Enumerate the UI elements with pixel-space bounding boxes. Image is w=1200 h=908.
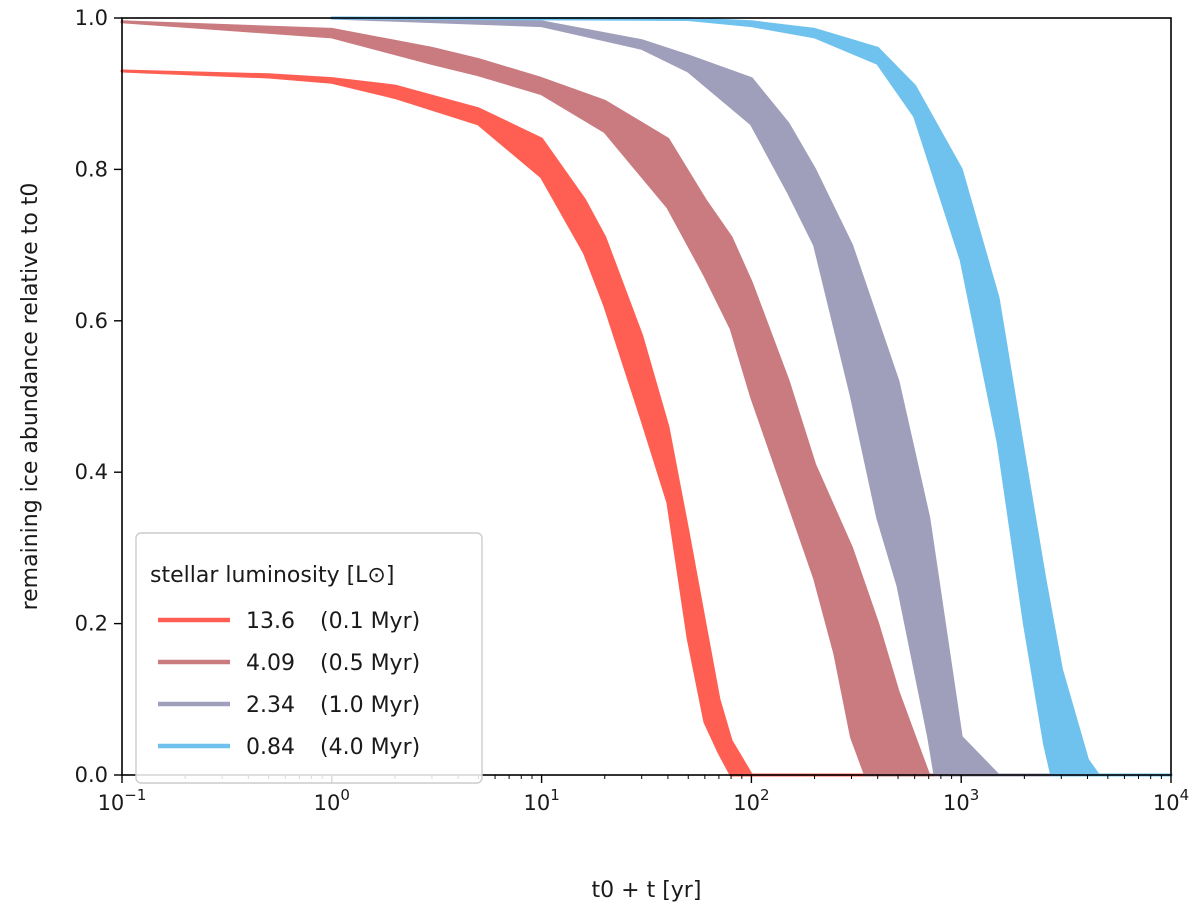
y-tick-label: 0.8	[75, 157, 108, 181]
y-tick-label: 0.0	[75, 763, 108, 787]
x-tick-exponent: 3	[970, 786, 980, 804]
legend-age: (1.0 Myr)	[320, 693, 420, 718]
legend-value: 4.09	[246, 651, 295, 676]
x-tick-exponent: 4	[1180, 786, 1190, 804]
x-tick-label: 10−1	[98, 786, 147, 815]
y-tick-label: 1.0	[75, 6, 108, 30]
legend-value: 2.34	[246, 693, 295, 718]
legend-value: 13.6	[246, 609, 295, 634]
legend-box	[135, 532, 483, 784]
y-axis-ticks: 0.0 0.2 0.4 0.6 0.8 1.0	[75, 6, 122, 787]
legend-value: 0.84	[246, 735, 295, 760]
y-tick-label: 0.2	[75, 612, 108, 636]
y-tick-label: 0.4	[75, 460, 108, 484]
legend-age: (0.1 Myr)	[320, 609, 420, 634]
x-tick-exponent: −1	[124, 786, 146, 804]
x-axis-label: t0 + t [yr]	[592, 878, 702, 903]
legend: stellar luminosity [L⊙] 13.6 (0.1 Myr) 4.09…	[135, 532, 483, 784]
x-tick-exponent: 2	[760, 786, 770, 804]
x-tick-exponent: 1	[550, 786, 560, 804]
x-tick-base: 10	[943, 791, 970, 815]
x-tick-base: 10	[733, 791, 760, 815]
x-tick-base: 10	[314, 791, 341, 815]
legend-title: stellar luminosity [L⊙]	[150, 563, 394, 588]
x-axis-ticks: 10−1 100 101 102 103 104	[98, 775, 1189, 815]
y-tick-label: 0.6	[75, 309, 108, 333]
legend-age: (4.0 Myr)	[320, 735, 420, 760]
x-tick-label: 100	[314, 786, 350, 815]
x-tick-base: 10	[1153, 791, 1180, 815]
x-tick-label: 103	[943, 786, 979, 815]
y-axis-label: remaining ice abundance relative to t0	[18, 183, 43, 611]
plot-frame	[121, 17, 1172, 776]
x-tick-label: 104	[1153, 786, 1189, 815]
x-tick-label: 102	[733, 786, 769, 815]
x-tick-base: 10	[523, 791, 550, 815]
x-tick-exponent: 0	[340, 786, 350, 804]
legend-age: (0.5 Myr)	[320, 651, 420, 676]
x-tick-base: 10	[98, 791, 125, 815]
x-tick-label: 101	[523, 786, 559, 815]
